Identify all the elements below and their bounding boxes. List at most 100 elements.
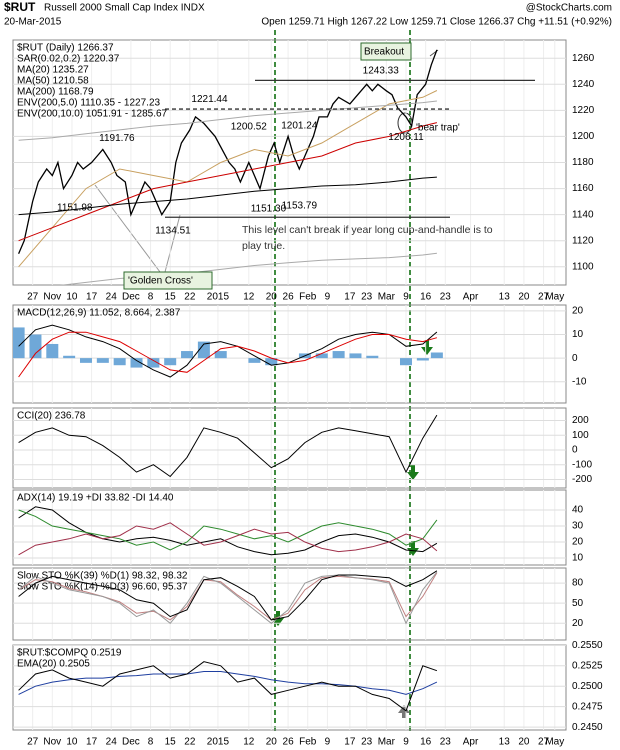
legend-entry: Slow STO %K(39) %D(1) 98.32, 98.32 [17, 571, 188, 582]
x-tick-label: 10 [66, 737, 78, 748]
series-line [18, 100, 437, 141]
y-tick-label: 1260 [572, 53, 595, 64]
x-tick-label: 22 [184, 737, 196, 748]
x-tick-label: May [545, 292, 564, 303]
x-tick-label: Feb [299, 737, 317, 748]
point-label: 1153.79 [282, 200, 318, 211]
x-tick-label: 13 [499, 737, 511, 748]
x-tick-label: 23 [440, 292, 452, 303]
histogram-bar [46, 343, 59, 359]
x-tick-label: 20 [518, 737, 530, 748]
histogram-bar [214, 351, 227, 359]
x-tick-label: Feb [299, 292, 317, 303]
x-tick-label: 10 [66, 292, 78, 303]
series-line [18, 331, 438, 378]
series-line [18, 414, 438, 478]
series-line [59, 252, 437, 285]
y-tick-label: -200 [572, 474, 592, 485]
x-tick-label: 17 [344, 292, 356, 303]
legend-entry: CCI(20) 236.78 [17, 411, 86, 422]
legend-entry: $RUT (Daily) 1266.37 [17, 43, 114, 54]
histogram-bar [399, 358, 412, 366]
histogram-bar [349, 353, 362, 359]
quote: Open 1259.71 High 1267.22 Low 1259.71 Cl… [261, 17, 612, 28]
series-line [18, 570, 438, 621]
point-label: 1221.44 [191, 94, 228, 105]
x-tick-label: 27 [538, 737, 550, 748]
y-tick-label: 1220 [572, 105, 595, 116]
x-tick-label: 23 [361, 292, 373, 303]
arrow [421, 340, 433, 355]
point-label: 1243.33 [363, 66, 400, 77]
histogram-bar [147, 358, 160, 368]
x-tick-label: 26 [283, 737, 295, 748]
annotation: 'bear trap' [416, 123, 460, 134]
x-tick-label: Apr [463, 292, 479, 303]
y-tick-label: 50 [572, 598, 584, 609]
histogram-bar [164, 358, 177, 366]
series-line [18, 522, 438, 556]
y-tick-label: 0 [572, 445, 578, 456]
x-tick-label: 26 [283, 292, 295, 303]
legend-entry: ADX(14) 19.19 +DI 33.82 -DI 14.40 [17, 493, 174, 504]
y-tick-label: 0.2525 [572, 660, 603, 671]
histogram-bar [79, 358, 92, 363]
series-line [18, 661, 438, 712]
y-tick-label: 20 [572, 537, 584, 548]
panel-frame [12, 567, 567, 641]
arrow [407, 465, 419, 480]
y-tick-label: 200 [572, 415, 589, 426]
histogram-bar [430, 352, 443, 359]
y-tick-label: 30 [572, 521, 584, 532]
histogram-bar [265, 358, 278, 366]
y-tick-label: 0.2500 [572, 681, 603, 692]
pointer [164, 214, 181, 273]
x-tick-label: Mar [378, 292, 396, 303]
y-tick-label: 40 [572, 505, 584, 516]
legend-entry: ENV(200,10.0) 1051.91 - 1285.67 [17, 109, 168, 120]
x-tick-label: Apr [463, 737, 479, 748]
series-line [18, 90, 438, 268]
x-tick-label: 23 [440, 737, 452, 748]
symbol: $RUT [4, 0, 36, 14]
x-tick-label: 24 [106, 292, 118, 303]
y-tick-label: 1240 [572, 79, 595, 90]
y-tick-label: 1100 [572, 261, 594, 272]
histogram-bar [248, 358, 261, 363]
x-tick-label: 16 [420, 292, 432, 303]
series-line [18, 324, 438, 378]
pointer [94, 184, 161, 273]
x-tick-label: 2015 [207, 292, 230, 303]
point-label: 1200.52 [231, 121, 268, 132]
x-tick-label: 27 [27, 737, 39, 748]
x-tick-label: 17 [86, 737, 98, 748]
x-tick-label: 15 [165, 737, 177, 748]
title: Russell 2000 Small Cap Index INDX [44, 3, 205, 14]
y-tick-label: 10 [572, 553, 584, 564]
callout-box [360, 42, 412, 61]
legend-entry: MA(200) 1168.79 [17, 87, 94, 98]
annotation: This level can't break if year long cup-… [242, 224, 493, 252]
histogram-bar [96, 358, 109, 363]
x-tick-label: 2015 [207, 737, 230, 748]
y-tick-label: 1120 [572, 235, 594, 246]
series-line [18, 122, 438, 242]
y-tick-label: 20 [572, 306, 584, 317]
y-tick-label: -10 [572, 376, 587, 387]
x-tick-label: 16 [420, 737, 432, 748]
histogram-bar [332, 351, 345, 359]
y-tick-label: 0.2550 [572, 640, 603, 651]
y-tick-label: 80 [572, 578, 584, 589]
y-tick-label: 100 [572, 430, 589, 441]
point-label: 1206.11 [388, 132, 424, 143]
series-line [18, 509, 438, 551]
y-tick-label: 1140 [572, 209, 594, 220]
x-tick-label: 20 [266, 737, 278, 748]
y-tick-label: 10 [572, 329, 584, 340]
x-tick-label: 12 [243, 737, 255, 748]
date: 20-Mar-2015 [4, 17, 62, 28]
x-tick-label: 17 [344, 737, 356, 748]
x-tick-label: Dec [122, 292, 140, 303]
y-tick-label: 1200 [572, 131, 595, 142]
